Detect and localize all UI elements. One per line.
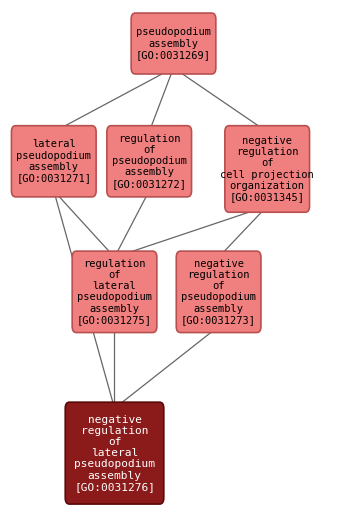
Text: lateral
pseudopodium
assembly
[GO:0031271]: lateral pseudopodium assembly [GO:003127… — [16, 139, 91, 183]
Text: negative
regulation
of
lateral
pseudopodium
assembly
[GO:0031276]: negative regulation of lateral pseudopod… — [74, 415, 155, 492]
FancyBboxPatch shape — [225, 126, 310, 212]
FancyBboxPatch shape — [72, 251, 157, 333]
Text: negative
regulation
of
cell projection
organization
[GO:0031345]: negative regulation of cell projection o… — [220, 136, 314, 202]
Text: pseudopodium
assembly
[GO:0031269]: pseudopodium assembly [GO:0031269] — [136, 27, 211, 60]
FancyBboxPatch shape — [131, 13, 216, 74]
FancyBboxPatch shape — [176, 251, 261, 333]
Text: negative
regulation
of
pseudopodium
assembly
[GO:0031273]: negative regulation of pseudopodium asse… — [181, 259, 256, 325]
Text: regulation
of
lateral
pseudopodium
assembly
[GO:0031275]: regulation of lateral pseudopodium assem… — [77, 259, 152, 325]
FancyBboxPatch shape — [11, 125, 96, 197]
Text: regulation
of
pseudopodium
assembly
[GO:0031272]: regulation of pseudopodium assembly [GO:… — [112, 134, 187, 189]
FancyBboxPatch shape — [65, 402, 164, 504]
FancyBboxPatch shape — [107, 125, 192, 197]
